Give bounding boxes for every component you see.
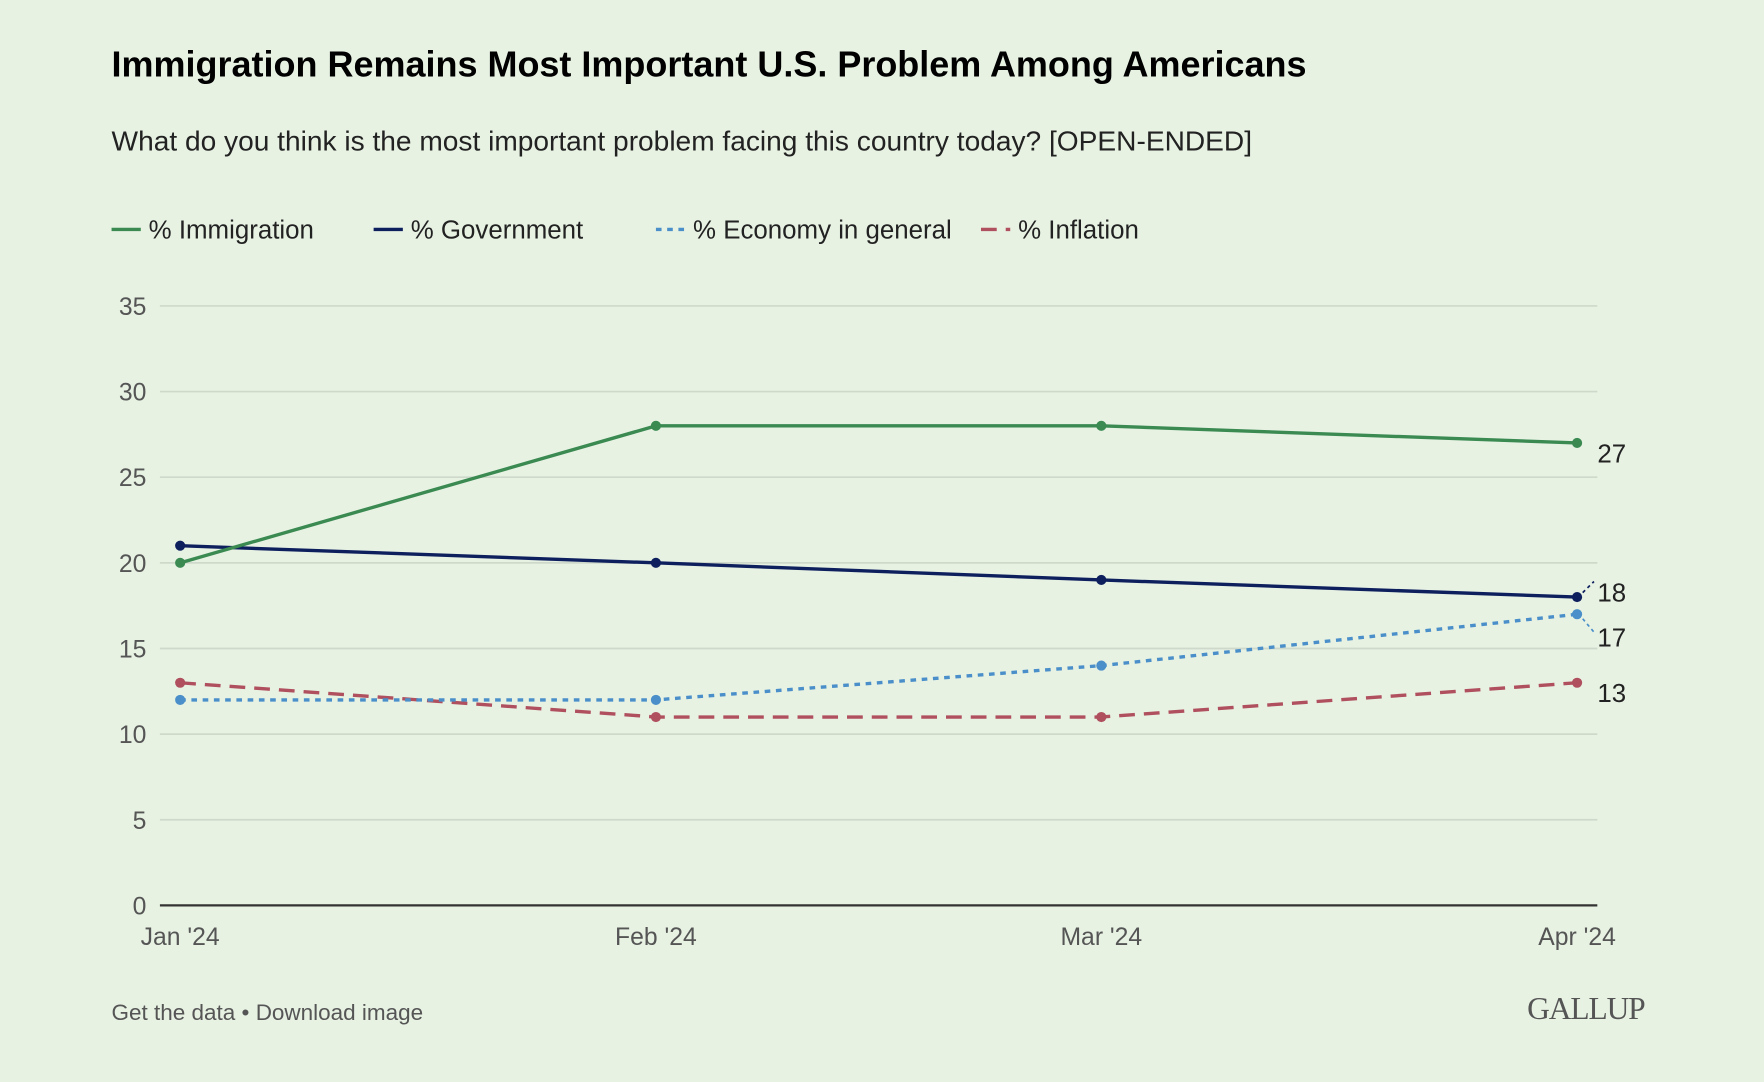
end-label: 27 [1597, 440, 1626, 468]
label-connector [1582, 580, 1595, 594]
chart-title: Immigration Remains Most Important U.S. … [112, 43, 1307, 84]
x-tick-label: Jan '24 [141, 924, 220, 951]
data-point [1572, 592, 1583, 603]
gallup-logo: GALLUP [1527, 991, 1645, 1026]
series-line [180, 544, 1578, 599]
legend-item: % Government [411, 216, 583, 244]
x-tick-label: Apr '24 [1538, 924, 1616, 951]
x-axis: Jan '24 Feb '24 Mar '24 Apr '24 [141, 904, 1616, 951]
data-point [650, 711, 661, 723]
footer-separator: • [235, 1000, 255, 1025]
footer-links: Get the data • Download image [112, 1000, 424, 1025]
series-economy-in-general [175, 609, 1583, 705]
gridlines [159, 305, 1598, 821]
data-point [1096, 660, 1107, 671]
data-point [1096, 711, 1107, 723]
download-image-link[interactable]: Download image [256, 1000, 423, 1025]
legend-item: % Immigration [149, 216, 314, 244]
data-point [175, 677, 186, 688]
series-group [175, 420, 1583, 723]
y-tick-label: 10 [119, 722, 147, 749]
data-point [650, 420, 661, 431]
end-label: 18 [1597, 580, 1626, 608]
legend-item: % Economy in general [693, 216, 952, 244]
data-point [175, 694, 186, 705]
y-tick-label: 15 [119, 636, 147, 663]
data-point [1572, 677, 1583, 688]
y-tick-label: 35 [119, 294, 147, 321]
y-axis: 0 5 10 15 20 25 30 35 [119, 294, 147, 920]
x-tick-label: Feb '24 [615, 924, 697, 951]
data-point [1572, 437, 1583, 449]
data-point [650, 557, 661, 568]
legend: % Immigration % Government % Economy in ge… [111, 216, 1139, 244]
data-point [650, 694, 661, 705]
end-labels: 27 18 17 13 [1582, 440, 1626, 708]
y-tick-label: 20 [119, 551, 147, 578]
series-line [180, 681, 1578, 719]
series-line [179, 424, 1578, 565]
end-label: 17 [1597, 625, 1626, 653]
data-point [1096, 420, 1107, 431]
data-point [175, 557, 186, 568]
series-government [175, 540, 1583, 603]
label-connector [1582, 618, 1595, 633]
y-tick-label: 30 [119, 380, 147, 407]
series-immigration [175, 420, 1583, 568]
series-inflation [175, 677, 1583, 723]
y-tick-label: 5 [133, 808, 147, 835]
get-data-link[interactable]: Get the data [112, 1000, 236, 1025]
y-tick-label: 0 [133, 893, 147, 920]
y-tick-label: 25 [119, 465, 147, 492]
legend-item: % Inflation [1018, 216, 1139, 244]
data-point [1096, 574, 1107, 586]
end-label: 13 [1597, 680, 1626, 708]
chart-subtitle: What do you think is the most important … [112, 126, 1252, 157]
x-tick-label: Mar '24 [1060, 924, 1142, 951]
data-point [1572, 609, 1583, 620]
data-point [175, 540, 186, 551]
series-line [180, 612, 1578, 702]
